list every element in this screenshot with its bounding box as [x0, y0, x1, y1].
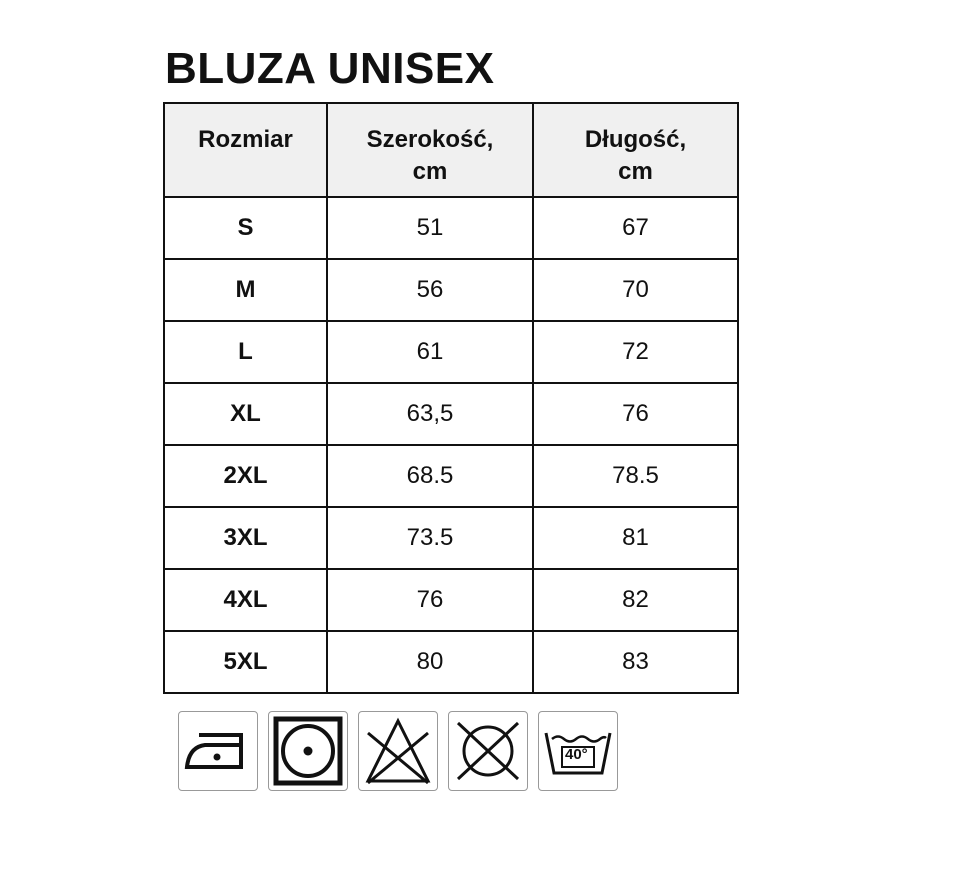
cell-length: 76: [532, 382, 739, 446]
cell-width: 68.5: [326, 444, 534, 508]
table-row: 3XL 73.5 81: [163, 506, 739, 570]
cell-size: M: [163, 258, 328, 322]
cell-size: XL: [163, 382, 328, 446]
table-row: 5XL 80 83: [163, 630, 739, 694]
header-label: Rozmiar: [198, 126, 293, 153]
tumble-dry-low-icon: [268, 711, 348, 791]
cell-length: 82: [532, 568, 739, 632]
table-header-row: Rozmiar Szerokość, cm Długość, cm: [163, 102, 739, 198]
table-row: 4XL 76 82: [163, 568, 739, 632]
header-label: Szerokość,: [366, 126, 494, 153]
wash-temperature: 40°: [565, 746, 588, 763]
cell-length: 83: [532, 630, 739, 694]
cell-size: L: [163, 320, 328, 384]
cell-width: 76: [326, 568, 534, 632]
size-table: Rozmiar Szerokość, cm Długość, cm S 51 67 M 56…: [163, 102, 739, 694]
cell-width: 61: [326, 320, 534, 384]
wash-40-icon: 40°: [538, 711, 618, 791]
table-row: L 61 72: [163, 320, 739, 384]
header-width: Szerokość, cm: [326, 102, 534, 198]
page-title: BLUZA UNISEX: [165, 44, 495, 93]
header-unit: cm: [412, 158, 448, 185]
iron-low-heat-icon: [178, 711, 258, 791]
table-row: S 51 67: [163, 196, 739, 260]
cell-width: 80: [326, 630, 534, 694]
cell-length: 81: [532, 506, 739, 570]
cell-length: 70: [532, 258, 739, 322]
cell-width: 56: [326, 258, 534, 322]
table-row: M 56 70: [163, 258, 739, 322]
header-size: Rozmiar: [163, 102, 328, 198]
cell-size: S: [163, 196, 328, 260]
cell-width: 73.5: [326, 506, 534, 570]
cell-size: 4XL: [163, 568, 328, 632]
cell-size: 2XL: [163, 444, 328, 508]
cell-length: 67: [532, 196, 739, 260]
care-icons: 40°: [178, 711, 618, 791]
table-row: XL 63,5 76: [163, 382, 739, 446]
cell-length: 72: [532, 320, 739, 384]
cell-width: 63,5: [326, 382, 534, 446]
header-unit: cm: [618, 158, 653, 185]
do-not-bleach-icon: [358, 711, 438, 791]
cell-width: 51: [326, 196, 534, 260]
do-not-dry-clean-icon: [448, 711, 528, 791]
cell-size: 3XL: [163, 506, 328, 570]
table-row: 2XL 68.5 78.5: [163, 444, 739, 508]
header-length: Długość, cm: [532, 102, 739, 198]
cell-length: 78.5: [532, 444, 739, 508]
header-label: Długość,: [584, 126, 687, 153]
cell-size: 5XL: [163, 630, 328, 694]
